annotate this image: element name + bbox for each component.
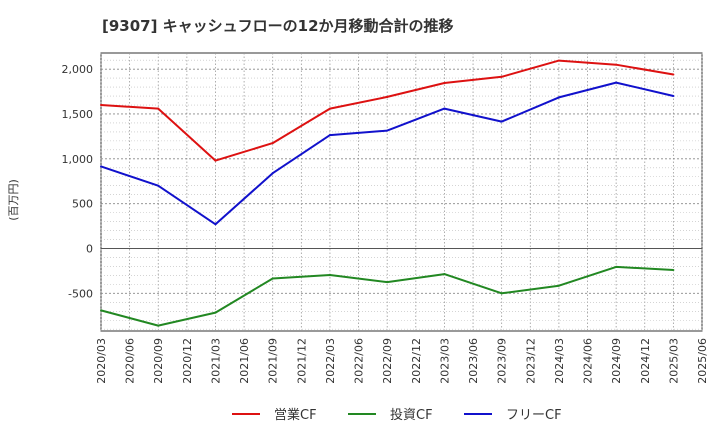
x-tick-label: 2024/12 <box>639 338 652 384</box>
grid <box>100 52 703 332</box>
series-lines <box>100 59 675 327</box>
data-point <box>386 281 389 284</box>
y-tick-label: 0 <box>86 242 93 255</box>
x-tick-label: 2024/06 <box>582 338 595 384</box>
data-point <box>214 159 217 162</box>
data-point <box>615 63 618 66</box>
x-tick-label: 2023/06 <box>467 338 480 384</box>
x-tick-label: 2024/03 <box>553 338 566 384</box>
x-tick-label: 2020/09 <box>152 338 165 384</box>
data-point <box>157 324 160 327</box>
data-point <box>443 82 446 85</box>
x-tick-label: 2022/12 <box>410 338 423 384</box>
legend-label: 投資CF <box>390 407 433 423</box>
x-tick-label: 2022/03 <box>324 338 337 384</box>
axes: 2,000 1,500 1,000 500 0 -500 2020/03 2020/06 202… <box>62 63 710 384</box>
data-point <box>157 107 160 110</box>
data-point <box>672 73 675 76</box>
data-point <box>328 107 331 110</box>
x-tick-label: 2022/09 <box>381 338 394 384</box>
x-tick-label: 2023/09 <box>496 338 509 384</box>
x-tick-label: 2025/06 <box>696 338 709 384</box>
x-tick-label: 2021/09 <box>267 338 280 384</box>
data-point <box>328 273 331 276</box>
chart-title: [9307] キャッシュフローの12か月移動合計の推移 <box>102 17 454 35</box>
data-point <box>328 134 331 137</box>
x-tick-label: 2020/03 <box>95 338 108 384</box>
x-tick-label: 2024/09 <box>610 338 623 384</box>
x-tick-label: 2021/03 <box>209 338 222 384</box>
data-point <box>500 120 503 123</box>
data-point <box>386 129 389 132</box>
data-point <box>214 311 217 314</box>
data-point <box>557 59 560 62</box>
data-point <box>443 273 446 276</box>
x-tick-label: 2023/03 <box>438 338 451 384</box>
data-point <box>557 284 560 287</box>
x-tick-label: 2020/06 <box>124 338 137 384</box>
data-point <box>271 277 274 280</box>
data-point <box>100 165 102 168</box>
y-tick-label: 1,000 <box>62 153 94 166</box>
legend: 営業CF 投資CF フリーCF <box>232 407 562 423</box>
data-point <box>271 172 274 175</box>
x-tick-label: 2021/06 <box>238 338 251 384</box>
x-tick-label: 2021/12 <box>295 338 308 384</box>
data-point <box>615 265 618 268</box>
data-point <box>100 309 102 312</box>
data-point <box>500 292 503 295</box>
y-tick-label: 1,500 <box>62 108 94 121</box>
legend-label: フリーCF <box>506 408 562 423</box>
x-tick-label: 2020/12 <box>181 338 194 384</box>
data-point <box>100 104 102 107</box>
data-point <box>557 96 560 99</box>
x-tick-label: 2025/03 <box>667 338 680 384</box>
data-point <box>214 223 217 226</box>
x-tick-label: 2022/06 <box>353 338 366 384</box>
plot-frame <box>100 52 703 332</box>
data-point <box>672 95 675 98</box>
y-tick-label: -500 <box>68 287 93 300</box>
data-point <box>157 184 160 187</box>
data-point <box>386 95 389 98</box>
y-tick-label: 2,000 <box>62 63 94 76</box>
data-point <box>615 81 618 84</box>
legend-label: 営業CF <box>274 407 317 423</box>
data-point <box>672 269 675 272</box>
data-point <box>443 107 446 110</box>
data-point <box>271 142 274 145</box>
data-point <box>500 75 503 78</box>
x-tick-label: 2023/12 <box>524 338 537 384</box>
y-tick-label: 500 <box>72 198 93 211</box>
y-axis-label: (百万円) <box>7 179 20 221</box>
